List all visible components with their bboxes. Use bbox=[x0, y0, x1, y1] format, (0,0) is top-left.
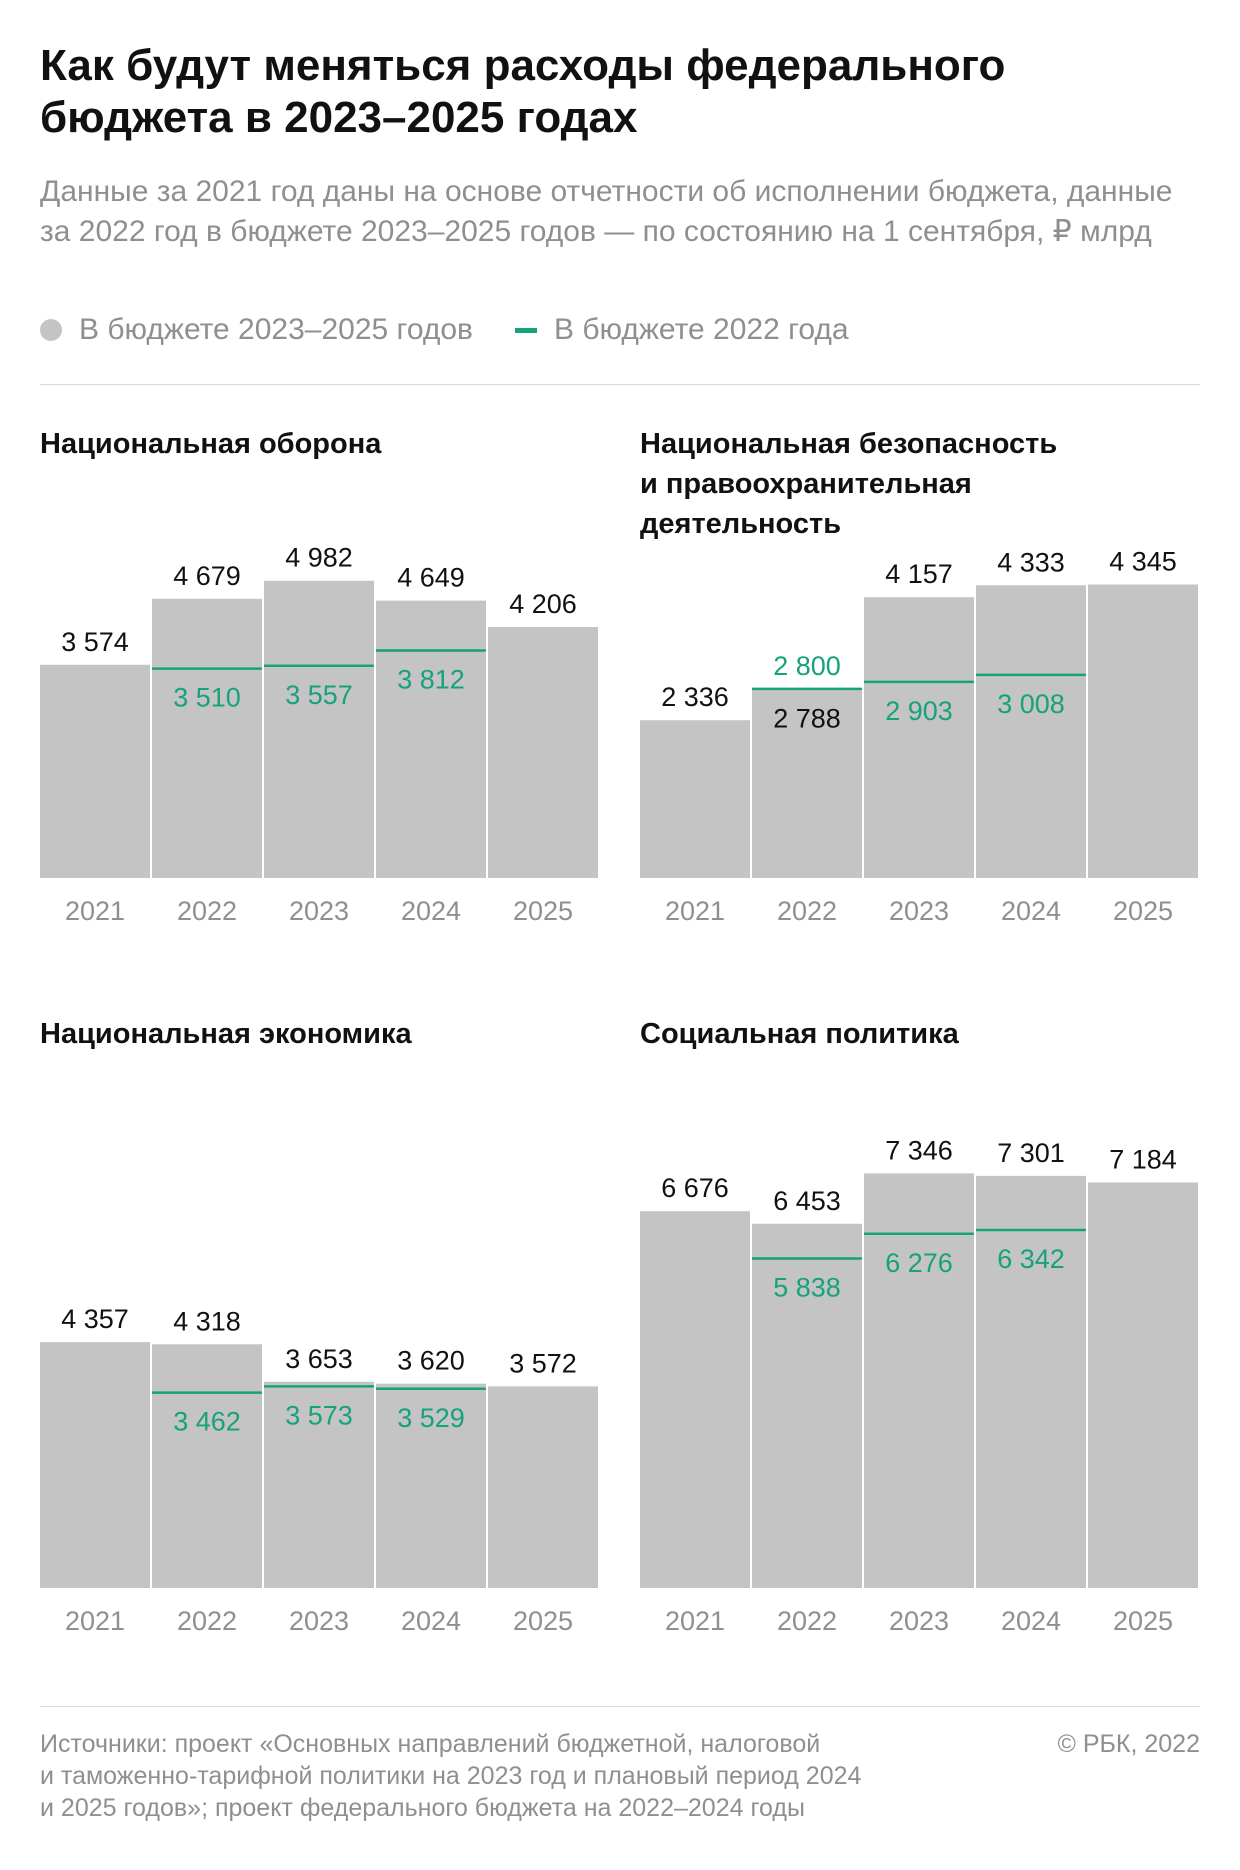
value-label-2024: 4 649 bbox=[397, 563, 465, 593]
bar-2023 bbox=[264, 580, 374, 878]
bar-2021 bbox=[640, 1211, 750, 1588]
budget-2022-label-2022: 3 462 bbox=[173, 1407, 241, 1437]
x-tick-2021: 2021 bbox=[665, 896, 725, 926]
bar-2022 bbox=[152, 598, 262, 878]
bar-2021 bbox=[640, 720, 750, 878]
budget-2022-label-2023: 3 573 bbox=[285, 1400, 353, 1430]
budget-2022-label-2023: 2 903 bbox=[885, 696, 953, 726]
chart-security: 2 336 2021 2 800 2 788 2022 2 903 4 157 2023 3 0… bbox=[640, 547, 1198, 926]
budget-2022-label-2023: 3 557 bbox=[285, 680, 353, 710]
budget-2022-label-2024: 6 342 bbox=[997, 1244, 1065, 1274]
bar-2023 bbox=[864, 1173, 974, 1588]
value-label-2025: 7 184 bbox=[1109, 1145, 1177, 1175]
x-tick-2025: 2025 bbox=[513, 1606, 573, 1636]
x-tick-2022: 2022 bbox=[777, 1606, 837, 1636]
budget-2022-label-2024: 3 812 bbox=[397, 665, 465, 695]
value-label-2024: 4 333 bbox=[997, 547, 1065, 577]
x-tick-2021: 2021 bbox=[65, 1606, 125, 1636]
value-label-2023: 7 346 bbox=[885, 1135, 953, 1165]
budget-2022-label-2022: 2 800 bbox=[773, 651, 841, 681]
bar-2022 bbox=[152, 1344, 262, 1588]
value-label-2025: 3 572 bbox=[509, 1348, 577, 1378]
legend-swatch-primary bbox=[40, 319, 62, 341]
bar-2024 bbox=[976, 1175, 1086, 1588]
bar-2021 bbox=[40, 664, 150, 878]
page-subtitle: Данные за 2021 год даны на основе отчетн… bbox=[40, 175, 1173, 248]
value-label-2024: 7 301 bbox=[997, 1138, 1065, 1168]
budget-2022-label-2024: 3 008 bbox=[997, 689, 1065, 719]
value-label-2021: 2 336 bbox=[661, 682, 729, 712]
bar-2023 bbox=[864, 597, 974, 878]
bar-2025 bbox=[1088, 1182, 1198, 1588]
x-tick-2023: 2023 bbox=[889, 1606, 949, 1636]
bar-2024 bbox=[376, 1383, 486, 1588]
x-tick-2022: 2022 bbox=[177, 1606, 237, 1636]
value-label-2023: 3 653 bbox=[285, 1344, 353, 1374]
sources-note: Источники: проект «Основных направлений … bbox=[40, 1730, 862, 1822]
bar-2025 bbox=[488, 1386, 598, 1588]
value-label-2023: 4 982 bbox=[285, 543, 353, 573]
x-tick-2024: 2024 bbox=[401, 896, 461, 926]
bar-2024 bbox=[376, 600, 486, 878]
x-tick-2023: 2023 bbox=[289, 1606, 349, 1636]
bar-2021 bbox=[40, 1342, 150, 1588]
bar-2025 bbox=[1088, 584, 1198, 878]
value-label-2025: 4 206 bbox=[509, 589, 577, 619]
panel-title-defense: Национальная оборона bbox=[40, 428, 382, 460]
panel-title-social: Социальная политика bbox=[640, 1018, 959, 1050]
x-tick-2025: 2025 bbox=[513, 896, 573, 926]
x-tick-2022: 2022 bbox=[177, 896, 237, 926]
value-label-2024: 3 620 bbox=[397, 1346, 465, 1376]
x-tick-2022: 2022 bbox=[777, 896, 837, 926]
legend-item-secondary: В бюджете 2022 года bbox=[514, 313, 849, 347]
budget-2022-label-2024: 3 529 bbox=[397, 1403, 465, 1433]
value-label-2021: 6 676 bbox=[661, 1173, 729, 1203]
x-tick-2023: 2023 bbox=[889, 896, 949, 926]
value-label-2021: 3 574 bbox=[61, 627, 129, 657]
panel-title-security: Национальная безопасность и правоохранит… bbox=[640, 428, 1058, 540]
value-label-2022: 6 453 bbox=[773, 1186, 841, 1216]
bar-2024 bbox=[976, 585, 1086, 878]
value-label-2022: 4 318 bbox=[173, 1306, 241, 1336]
value-label-2025: 4 345 bbox=[1109, 547, 1177, 577]
budget-2022-label-2023: 6 276 bbox=[885, 1248, 953, 1278]
legend: В бюджете 2023–2025 годов В бюджете 2022… bbox=[40, 310, 891, 350]
legend-label-primary: В бюджете 2023–2025 годов bbox=[79, 313, 473, 346]
x-tick-2021: 2021 bbox=[65, 896, 125, 926]
value-label-2022: 4 679 bbox=[173, 561, 241, 591]
bar-2022 bbox=[752, 1223, 862, 1588]
value-label-2023: 4 157 bbox=[885, 559, 953, 589]
divider-top bbox=[40, 384, 1200, 385]
x-tick-2021: 2021 bbox=[665, 1606, 725, 1636]
legend-swatch-secondary bbox=[514, 327, 537, 333]
legend-item-primary: В бюджете 2023–2025 годов bbox=[40, 313, 473, 347]
x-tick-2025: 2025 bbox=[1113, 1606, 1173, 1636]
value-label-2022: 2 788 bbox=[773, 704, 841, 734]
budget-2022-label-2022: 5 838 bbox=[773, 1272, 841, 1302]
panel-title-economy: Национальная экономика bbox=[40, 1018, 412, 1050]
bar-2023 bbox=[264, 1381, 374, 1588]
legend-label-secondary: В бюджете 2022 года bbox=[553, 313, 849, 346]
x-tick-2025: 2025 bbox=[1113, 896, 1173, 926]
value-label-2021: 4 357 bbox=[61, 1304, 129, 1334]
budget-2022-label-2022: 3 510 bbox=[173, 683, 241, 713]
x-tick-2024: 2024 bbox=[401, 1606, 461, 1636]
divider-bottom bbox=[40, 1706, 1200, 1707]
x-tick-2024: 2024 bbox=[1001, 1606, 1061, 1636]
page-title: Как будут меняться расходы федерального … bbox=[40, 41, 1006, 142]
bar-2022 bbox=[752, 689, 862, 878]
chart-economy: 4 357 2021 3 462 4 318 2022 3 573 3 653 2023 3 5… bbox=[40, 1304, 598, 1636]
x-tick-2023: 2023 bbox=[289, 896, 349, 926]
bar-2025 bbox=[488, 627, 598, 878]
chart-defense: 3 574 2021 3 510 4 679 2022 3 557 4 982 2023 3 8… bbox=[40, 543, 598, 926]
x-tick-2024: 2024 bbox=[1001, 896, 1061, 926]
chart-social: 6 676 2021 5 838 6 453 2022 6 276 7 346 2023 6 3… bbox=[640, 1135, 1198, 1636]
copyright: © РБК, 2022 bbox=[1057, 1730, 1200, 1758]
